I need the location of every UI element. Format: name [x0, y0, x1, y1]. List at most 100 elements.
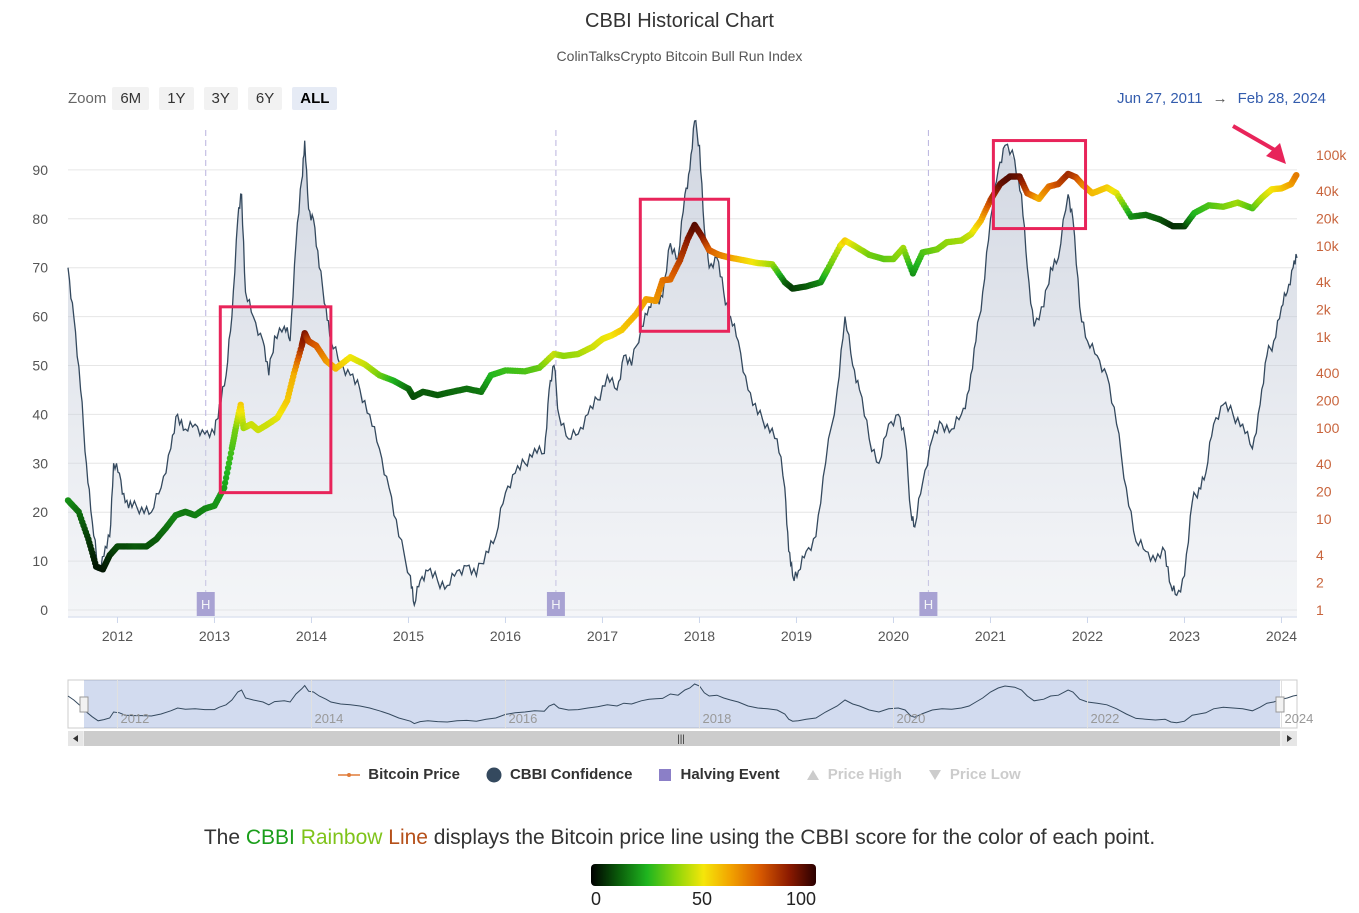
legend-bitcoin-price[interactable]: Bitcoin Price [338, 766, 460, 783]
zoom-label: Zoom [68, 90, 107, 107]
y-right-tick-label: 4 [1316, 547, 1324, 563]
y-left-tick-label: 50 [32, 358, 48, 374]
y-right-tick-label: 1k [1316, 329, 1332, 345]
square-icon [659, 768, 672, 781]
triangle-up-icon [806, 769, 819, 780]
x-tick-label: 2019 [781, 628, 812, 644]
navigator-tick-label: 2022 [1090, 711, 1119, 726]
legend-cbbi-confidence[interactable]: CBBI Confidence [486, 766, 632, 783]
scrollbar-thumb[interactable] [84, 731, 1280, 746]
y-right-tick-label: 10k [1316, 238, 1340, 254]
y-left-tick-label: 60 [32, 309, 48, 325]
legend-label: Price High [827, 766, 902, 783]
legend-price-high[interactable]: Price High [806, 766, 902, 783]
bitcoin-price-point [225, 459, 233, 467]
bitcoin-price-point [227, 449, 235, 457]
y-left-tick-label: 30 [32, 455, 48, 471]
y-left-tick-label: 20 [32, 504, 48, 520]
legend-label: Halving Event [680, 766, 780, 783]
colorbar-min-label: 0 [591, 889, 602, 909]
zoom-all-button[interactable]: ALL [292, 87, 338, 110]
navigator-handle[interactable] [79, 696, 89, 713]
arrow-right-icon [1287, 735, 1292, 742]
annotation-arrow-shaft [1232, 124, 1281, 155]
x-tick-label: 2017 [587, 628, 618, 644]
x-tick-label: 2015 [393, 628, 424, 644]
x-tick-label: 2013 [199, 628, 230, 644]
arrow-left-icon [73, 735, 78, 742]
circle-icon [486, 767, 502, 782]
y-left-tick-label: 40 [32, 406, 48, 422]
bitcoin-price-point [226, 454, 234, 462]
navigator-selection [84, 680, 1280, 728]
y-right-tick-label: 200 [1316, 393, 1340, 409]
line-marker-icon [338, 772, 361, 777]
zoom-controls: Zoom 6M 1Y 3Y 6Y ALL [68, 87, 347, 110]
y-left-tick-label: 90 [32, 162, 48, 178]
caption-post: displays the Bitcoin price line using th… [427, 826, 1156, 849]
y-right-tick-label: 40 [1316, 456, 1332, 472]
colorbar-max-label: 100 [786, 889, 817, 909]
zoom-3y-button[interactable]: 3Y [203, 87, 238, 110]
y-right-tick-label: 20k [1316, 211, 1340, 227]
navigator-handle[interactable] [1275, 696, 1285, 713]
y-right-tick-label: 400 [1316, 365, 1340, 381]
x-tick-label: 2012 [102, 628, 133, 644]
range-arrow: → [1212, 90, 1228, 107]
x-tick-label: 2020 [878, 628, 909, 644]
legend-halving-event[interactable]: Halving Event [658, 766, 780, 783]
caption-line: Line [388, 826, 428, 849]
highlight-box [991, 139, 1088, 231]
y-right-tick-label: 40k [1316, 183, 1340, 199]
y-left-tick-label: 70 [32, 260, 48, 276]
navigator-frame [67, 679, 1298, 729]
x-tick-label: 2022 [1072, 628, 1103, 644]
bitcoin-price-point [222, 474, 230, 482]
x-tick-label: 2016 [490, 628, 521, 644]
zoom-6y-button[interactable]: 6Y [247, 87, 283, 110]
chart-title: CBBI Historical Chart [585, 10, 774, 32]
zoom-6m-button[interactable]: 6M [112, 87, 150, 110]
y-left-tick-label: 80 [32, 211, 48, 227]
highlight-box [218, 305, 333, 495]
navigator-tick-label: 2020 [896, 711, 925, 726]
highlight-box [638, 197, 731, 333]
x-tick-label: 2021 [975, 628, 1006, 644]
legend-price-low[interactable]: Price Low [928, 766, 1021, 783]
cbbi-chart[interactable]: 0 10 20 30 40 50 60 70 80 90 1 2 4 10 20 40 100 200 400 1k 2… [0, 0, 1359, 760]
navigator-tick-label: 2024 [1284, 711, 1313, 726]
x-tick-label: 2018 [684, 628, 715, 644]
x-tick-label: 2024 [1266, 628, 1297, 644]
x-tick-label: 2014 [296, 628, 327, 644]
navigator-tick-label: 2012 [120, 711, 149, 726]
caption-pre: The [203, 826, 246, 849]
date-range: Jun 27, 2011 → Feb 28, 2024 [1117, 90, 1326, 107]
zoom-1y-button[interactable]: 1Y [159, 87, 194, 110]
y-left-tick-label: 10 [32, 553, 48, 569]
caption-cbbi: CBBI [245, 826, 295, 849]
rainbow-caption: The CBBI Rainbow Line displays the Bitco… [0, 826, 1359, 850]
y-right-tick-label: 100 [1316, 420, 1340, 436]
cbbi-colorbar [591, 864, 816, 886]
navigator-series [67, 683, 1298, 725]
annotation-arrow-head [1266, 143, 1286, 164]
x-tick-label: 2023 [1169, 628, 1200, 644]
y-right-tick-label: 4k [1316, 274, 1332, 290]
bitcoin-price-point [221, 479, 229, 487]
cbbi-area [68, 121, 1297, 617]
range-to-input[interactable]: Feb 28, 2024 [1237, 90, 1326, 107]
navigator-tick-label: 2014 [314, 711, 343, 726]
bitcoin-price-point [223, 469, 231, 477]
caption-rainbow: Rainbow [300, 826, 383, 849]
triangle-down-icon [928, 769, 941, 780]
y-right-tick-label: 20 [1316, 484, 1332, 500]
bitcoin-price-point [1293, 172, 1300, 179]
y-left-tick-label: 0 [40, 602, 48, 618]
bitcoin-price-point [224, 464, 232, 472]
navigator-tick-label: 2016 [508, 711, 537, 726]
range-from-input[interactable]: Jun 27, 2011 [1116, 90, 1203, 107]
chart-subtitle: ColinTalksCrypto Bitcoin Bull Run Index [556, 48, 803, 64]
legend-label: Price Low [949, 766, 1021, 783]
bitcoin-price-point [221, 484, 228, 491]
chart-legend: Bitcoin Price CBBI Confidence Halving Ev… [0, 766, 1359, 783]
